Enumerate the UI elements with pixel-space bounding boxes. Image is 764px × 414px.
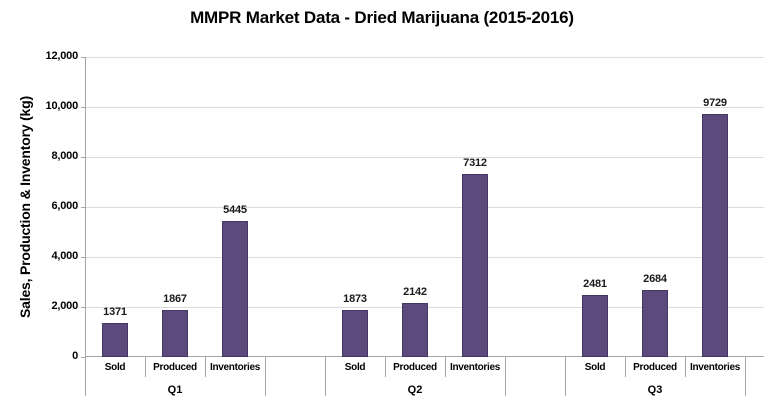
y-axis-tick-label: 12,000 [45, 50, 79, 62]
category-separator [685, 357, 686, 377]
group-separator [85, 357, 86, 396]
chart-title: MMPR Market Data - Dried Marijuana (2015… [190, 8, 574, 27]
x-category-label: Inventories [449, 362, 501, 373]
x-category-label: Produced [633, 362, 677, 373]
bar-value-label: 2481 [583, 278, 607, 290]
y-axis-tick-label: 10,000 [45, 100, 79, 112]
bar-q3-produced [642, 290, 668, 357]
y-axis-tick [81, 357, 85, 358]
y-axis-tick-label: 8,000 [51, 150, 78, 162]
category-separator [145, 357, 146, 377]
bar-q1-inventories [222, 221, 248, 357]
x-category-label: Inventories [689, 362, 741, 373]
category-separator [205, 357, 206, 377]
bar-q3-sold [582, 295, 608, 357]
x-group-label-q1: Q1 [167, 384, 183, 396]
category-separator [385, 357, 386, 377]
gridline [85, 207, 764, 208]
category-separator [625, 357, 626, 377]
group-separator [505, 357, 506, 396]
x-category-label: Sold [344, 362, 366, 373]
x-category-label: Sold [584, 362, 606, 373]
gridline [85, 107, 764, 108]
x-category-label: Produced [393, 362, 437, 373]
gridline [85, 157, 764, 158]
bar-q2-inventories [462, 174, 488, 357]
y-axis-tick [81, 307, 85, 308]
y-axis-tick [81, 107, 85, 108]
bar-value-label: 2142 [403, 286, 427, 298]
gridline [85, 257, 764, 258]
bar-q2-produced [402, 303, 428, 357]
category-separator [445, 357, 446, 377]
bar-q1-produced [162, 310, 188, 357]
x-category-label: Inventories [209, 362, 261, 373]
y-axis-line [85, 57, 86, 396]
group-separator [745, 357, 746, 396]
bar-value-label: 2684 [643, 273, 667, 285]
y-axis-tick [81, 57, 85, 58]
y-axis-tick-label: 4,000 [51, 250, 78, 262]
y-axis-tick [81, 207, 85, 208]
group-separator [325, 357, 326, 396]
bar-value-label: 7312 [463, 157, 487, 169]
x-group-label-q2: Q2 [407, 384, 423, 396]
bar-value-label: 5445 [223, 204, 247, 216]
y-axis-tick-label: 2,000 [51, 300, 78, 312]
y-axis-tick-label: 6,000 [51, 200, 78, 212]
x-group-label-q3: Q3 [647, 384, 663, 396]
bar-q2-sold [342, 310, 368, 357]
y-axis-tick [81, 157, 85, 158]
bar-value-label: 1867 [163, 293, 187, 305]
bar-q1-sold [102, 323, 128, 357]
bar-value-label: 1371 [103, 306, 127, 318]
bar-q3-inventories [702, 114, 728, 357]
group-separator [265, 357, 266, 396]
bar-value-label: 1873 [343, 293, 367, 305]
x-category-label: Sold [104, 362, 126, 373]
y-axis-tick [81, 257, 85, 258]
x-category-label: Produced [153, 362, 197, 373]
group-separator [565, 357, 566, 396]
gridline [85, 57, 764, 58]
bar-value-label: 9729 [703, 97, 727, 109]
y-axis-tick-label: 0 [72, 350, 78, 362]
